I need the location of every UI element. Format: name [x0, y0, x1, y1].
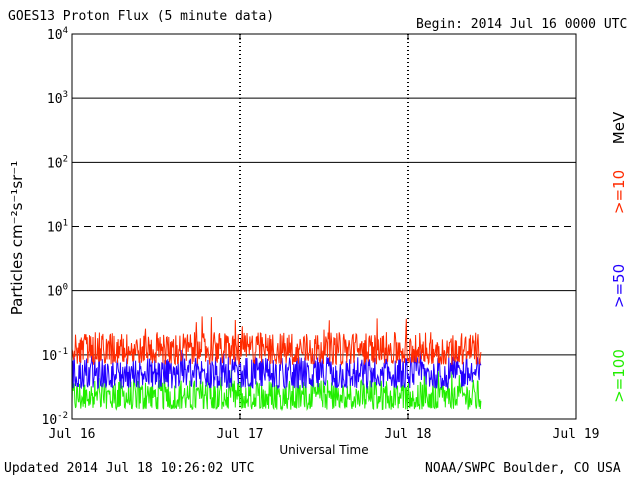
legend: MeV >=10 >=50 >=100: [610, 111, 628, 403]
x-tick-label: Jul 16: [49, 427, 96, 442]
series-layer: [71, 316, 482, 412]
y-tick-label: 100: [47, 283, 68, 300]
series-line-ge50: [71, 349, 482, 391]
y-tick-label: 102: [47, 154, 68, 171]
x-tick-label: Jul 17: [217, 427, 264, 442]
series-line-ge100: [71, 369, 482, 412]
y-axis-label: Particles cm⁻²s⁻¹sr⁻¹: [8, 161, 26, 315]
legend-ge10: >=10: [610, 170, 628, 214]
x-tick-labels: Jul 16 Jul 17 Jul 18 Jul 19: [49, 427, 600, 442]
credit: NOAA/SWPC Boulder, CO USA: [425, 461, 621, 476]
x-tick-label: Jul 18: [385, 427, 432, 442]
begin-time: Begin: 2014 Jul 16 0000 UTC: [416, 17, 628, 32]
y-tick-labels: 104 103 102 101 100 10-1 10-2: [42, 26, 69, 428]
series-line-ge10: [71, 316, 482, 366]
y-tick-label: 103: [47, 90, 68, 107]
x-tick-label: Jul 19: [553, 427, 600, 442]
updated-time: Updated 2014 Jul 18 10:26:02 UTC: [4, 461, 255, 476]
y-tick-label: 101: [47, 219, 68, 236]
y-tick-label: 10-1: [42, 347, 69, 364]
y-tick-label: 104: [47, 26, 68, 43]
legend-ge50: >=50: [610, 264, 628, 308]
y-tick-label: 10-2: [42, 411, 69, 428]
chart-title: GOES13 Proton Flux (5 minute data): [8, 9, 275, 24]
plot-frame: [71, 33, 577, 420]
x-axis-label: Universal Time: [279, 443, 368, 457]
grid-layer: [71, 34, 577, 419]
legend-ge100: >=100: [610, 349, 628, 403]
legend-unit-label: MeV: [610, 111, 628, 144]
